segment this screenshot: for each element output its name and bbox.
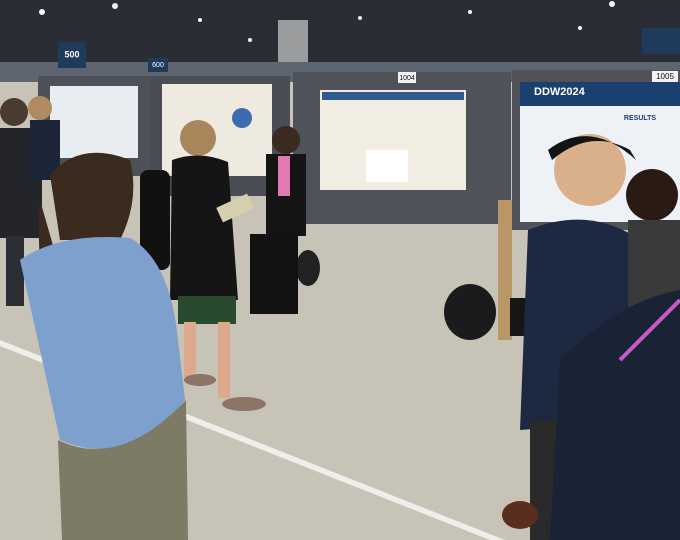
poster-header <box>322 92 464 100</box>
poster <box>50 86 138 158</box>
board-number-text: 1004 <box>399 75 415 82</box>
poster-header <box>520 82 680 106</box>
person <box>216 126 306 314</box>
cardboard-tube <box>498 200 512 340</box>
board-number <box>398 72 416 83</box>
backpack <box>444 284 496 340</box>
hall-sign-text: 500 <box>64 49 79 59</box>
hall-sign <box>148 58 168 72</box>
board-number <box>652 71 678 82</box>
person <box>20 152 188 540</box>
poster-logo: DDW2024 <box>534 86 586 98</box>
ceiling-lights <box>39 1 615 42</box>
poster-chart <box>366 150 408 182</box>
hall-sign-text: 600 <box>152 62 164 69</box>
hall-sign <box>58 42 86 68</box>
board-number-text: 1005 <box>656 72 674 81</box>
person <box>550 169 680 540</box>
person <box>140 120 266 411</box>
poster-section: RESULTS <box>624 115 656 122</box>
hall-sign <box>642 28 680 54</box>
bag <box>296 250 320 286</box>
poster-chart <box>232 108 252 128</box>
